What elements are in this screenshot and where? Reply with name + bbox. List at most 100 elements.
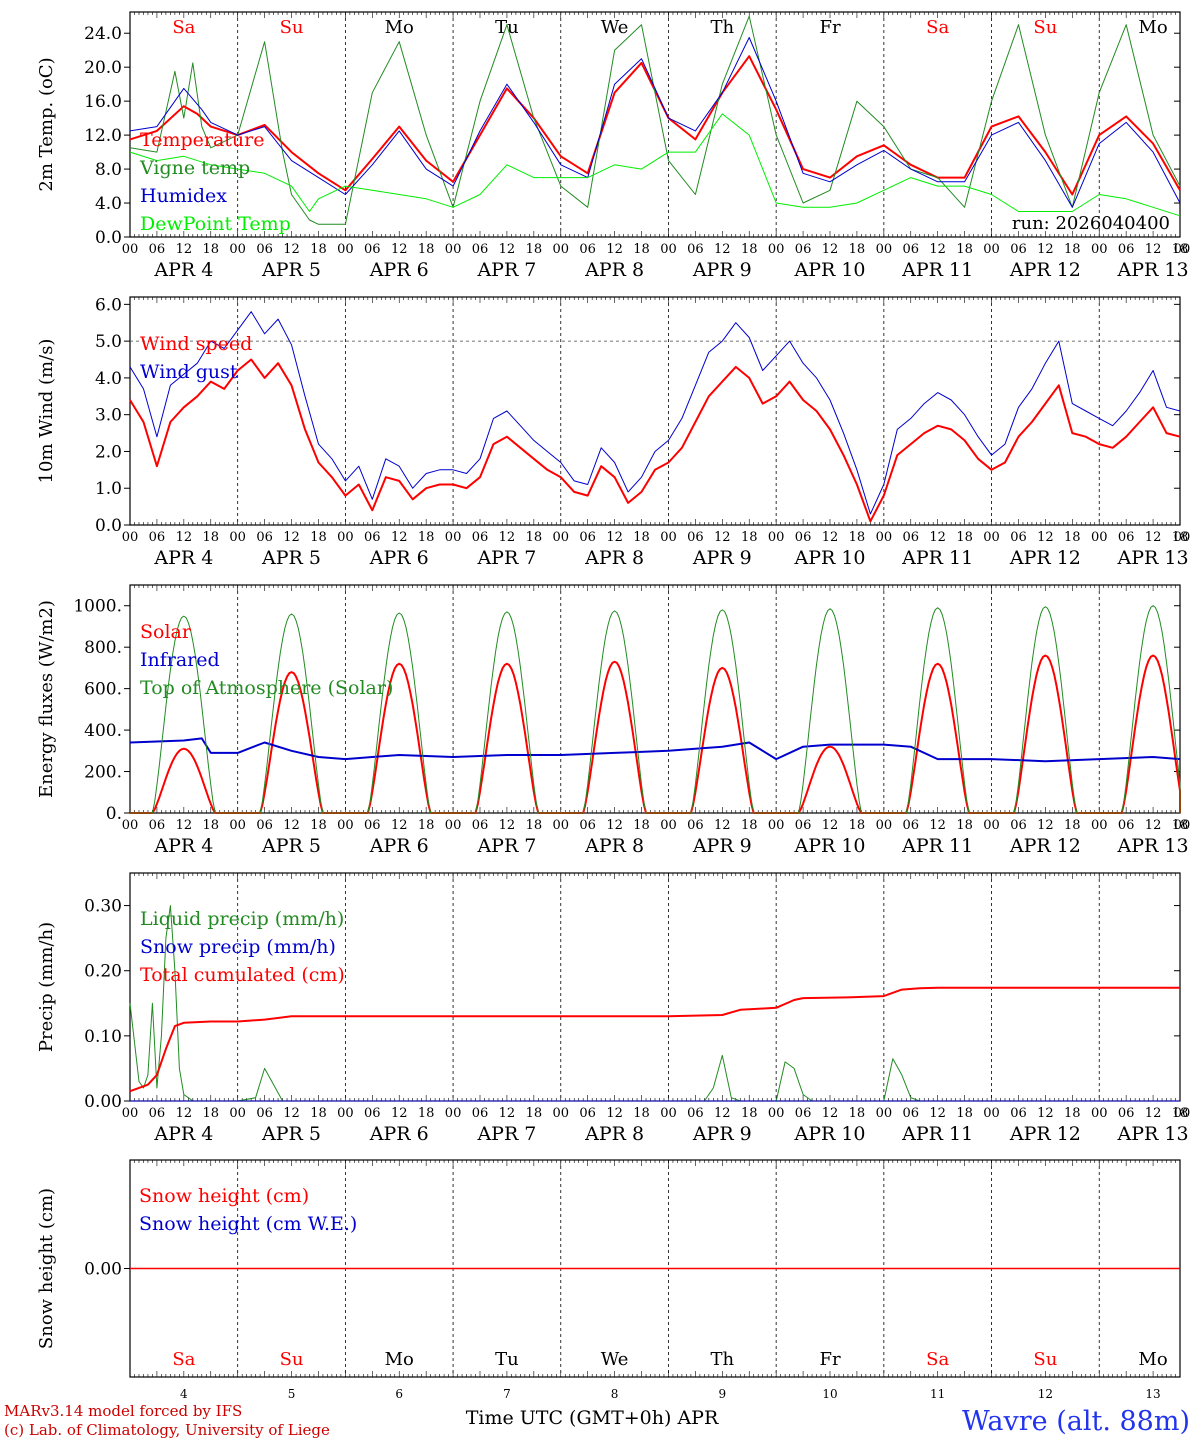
hour-tick-label: 18 [418,818,435,833]
hour-tick-label: 18 [202,530,219,545]
y-tick-label: 0.00 [84,1260,122,1280]
hour-tick-label: 12 [714,818,731,833]
hour-tick-label: 00 [445,1106,462,1121]
hour-tick-label: 12 [822,1106,839,1121]
hour-tick-label: 06 [364,818,381,833]
day-label: APR 12 [1009,1123,1081,1145]
hour-tick-label: 18 [633,818,650,833]
day-label: APR 4 [153,1123,213,1145]
hour-tick-label: 00 [768,242,785,257]
hour-tick-label: 00 [445,818,462,833]
hour-tick-label: 06 [364,530,381,545]
hour-tick-label: 12 [283,530,300,545]
hour-tick-label: 00 [983,530,1000,545]
hour-tick-label: 12 [606,1106,623,1121]
day-number-label: 8 [611,1387,619,1401]
weekday-label: Sa [172,1349,195,1370]
hour-tick-label: 18 [849,242,866,257]
hour-tick-label: 18 [741,1106,758,1121]
day-label: APR 9 [692,835,752,857]
hour-tick-label: 00 [337,818,354,833]
hour-tick-label: 18 [956,1106,973,1121]
weekday-label: Mo [385,17,414,38]
legend-entry: Temperature [140,129,264,151]
hour-tick-label: 00 [445,530,462,545]
hour-tick-label: 12 [929,818,946,833]
hour-tick-label: 12 [499,818,516,833]
hour-tick-label: 00 [876,818,893,833]
hour-tick-label: 12 [283,818,300,833]
hour-tick-label: 12 [606,530,623,545]
y-tick-label: 8.0 [95,160,122,180]
legend-entry: DewPoint Temp [140,213,291,235]
legend-entry: Total cumulated (cm) [140,964,345,986]
legend-entry: Liquid precip (mm/h) [140,908,344,930]
day-label: APR 5 [261,1123,321,1145]
hour-tick-label: 00 [660,1106,677,1121]
weekday-label: Su [280,1349,304,1370]
series-line [129,37,1181,208]
day-label: APR 4 [153,259,213,281]
hour-tick-label: 18 [1172,1106,1189,1121]
hour-tick-label: 12 [1037,1106,1054,1121]
legend-entry: Top of Atmosphere (Solar) [140,677,393,699]
hour-tick-label: 12 [714,242,731,257]
legend-entry: Snow height (cm W.E.) [139,1213,357,1235]
hour-tick-label: 00 [876,530,893,545]
hour-tick-label: 18 [956,530,973,545]
hour-tick-label: 00 [552,530,569,545]
panel-2: 00 06 12 18 APR 4 00 06 12 18 APR 5 00 06 12 18 APR 6 0… [36,295,1190,569]
hour-tick-label: 00 [983,818,1000,833]
weekday-label: Tu [495,1349,519,1370]
hour-tick-label: 12 [283,1106,300,1121]
hour-tick-label: 12 [391,242,408,257]
plot-frame [129,296,1181,526]
hour-tick-label: 00 [1174,242,1191,257]
hour-tick-label: 06 [795,530,812,545]
hour-tick-label: 06 [902,530,919,545]
hour-tick-label: 18 [526,1106,543,1121]
y-tick-label: 16.0 [84,92,122,112]
hour-tick-label: 06 [256,242,273,257]
hour-tick-label: 00 [122,242,139,257]
series-line [129,15,1181,225]
weekday-label: Th [711,1349,735,1370]
y-tick-label: 200. [84,763,122,783]
hour-tick-label: 18 [1064,818,1081,833]
hour-tick-label: 06 [1118,1106,1135,1121]
hour-tick-label: 06 [1118,530,1135,545]
day-label: APR 8 [584,259,644,281]
hour-tick-label: 18 [956,818,973,833]
day-label: APR 10 [793,1123,865,1145]
day-label: APR 5 [261,835,321,857]
hour-tick-label: 00 [229,530,246,545]
series-line [129,986,1180,1093]
y-tick-label: 4.0 [95,369,122,389]
series-line [129,358,1181,523]
hour-tick-label: 00 [1091,818,1108,833]
day-label: APR 10 [793,547,865,569]
day-label: APR 7 [476,547,536,569]
y-tick-label: 0.30 [84,897,122,917]
hour-tick-label: 06 [795,242,812,257]
weekday-label: Sa [926,1349,949,1370]
day-number-label: 7 [503,1387,511,1401]
y-axis-title: Precip (mm/h) [36,922,57,1052]
day-label: APR 12 [1009,547,1081,569]
hour-tick-label: 06 [795,818,812,833]
day-label: APR 6 [369,259,429,281]
legend-entry: Snow height (cm) [139,1185,309,1207]
hour-tick-label: 00 [1174,818,1191,833]
hour-tick-label: 12 [1037,530,1054,545]
hour-tick-label: 00 [1174,1106,1191,1121]
hour-tick-label: 12 [391,530,408,545]
hour-tick-label: 06 [472,242,489,257]
day-label: APR 8 [584,547,644,569]
day-label: APR 9 [692,547,752,569]
y-tick-label: 0.20 [84,962,122,982]
hour-tick-label: 06 [1010,1106,1027,1121]
series-line [129,113,1181,217]
hour-tick-label: 06 [902,1106,919,1121]
footer-lab-credit: (c) Lab. of Climatology, University of L… [4,1421,330,1439]
hour-tick-label: 12 [1037,242,1054,257]
